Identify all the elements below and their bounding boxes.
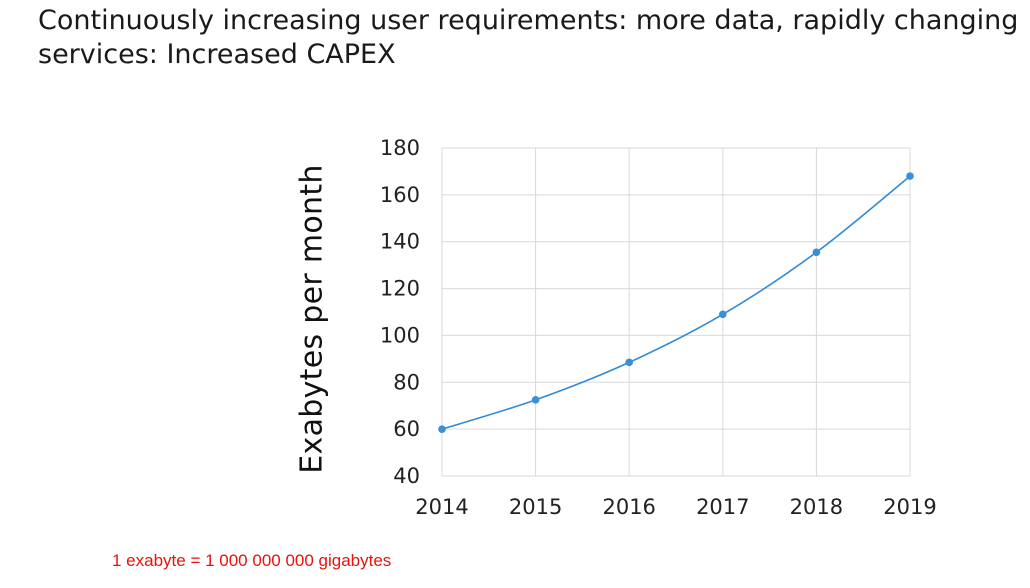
y-tick-label: 80 <box>393 370 420 394</box>
y-tick-label: 140 <box>380 230 420 254</box>
x-tick-label: 2019 <box>883 495 936 519</box>
y-tick-label: 180 <box>380 136 420 160</box>
x-tick-label: 2015 <box>509 495 562 519</box>
chart-grid <box>441 147 911 477</box>
chart-series <box>438 172 914 433</box>
series-line <box>441 175 911 430</box>
data-point <box>438 425 446 433</box>
x-tick-label: 2016 <box>602 495 655 519</box>
y-tick-labels: 40 60 80 100 120 140 160 180 <box>380 136 420 488</box>
y-tick-label: 100 <box>380 323 420 347</box>
footnote: 1 exabyte = 1 000 000 000 gigabytes <box>112 551 392 570</box>
x-tick-label: 2017 <box>696 495 749 519</box>
x-tick-label: 2018 <box>790 495 843 519</box>
y-tick-label: 160 <box>380 183 420 207</box>
x-tick-labels: 2014 2015 2016 2017 2018 2019 <box>415 495 936 519</box>
data-point <box>719 310 727 319</box>
slide-title: Continuously increasing user requirement… <box>38 5 1019 70</box>
data-point <box>625 358 633 367</box>
y-tick-label: 40 <box>393 464 420 488</box>
y-axis-label-container: Exabytes per month <box>289 154 335 484</box>
data-point <box>531 396 540 404</box>
data-point <box>906 172 914 180</box>
y-axis-label: Exabytes per month <box>294 164 330 474</box>
x-tick-label: 2014 <box>415 495 468 519</box>
y-tick-label: 60 <box>393 417 420 441</box>
y-tick-label: 120 <box>380 277 420 301</box>
data-point <box>812 248 821 257</box>
